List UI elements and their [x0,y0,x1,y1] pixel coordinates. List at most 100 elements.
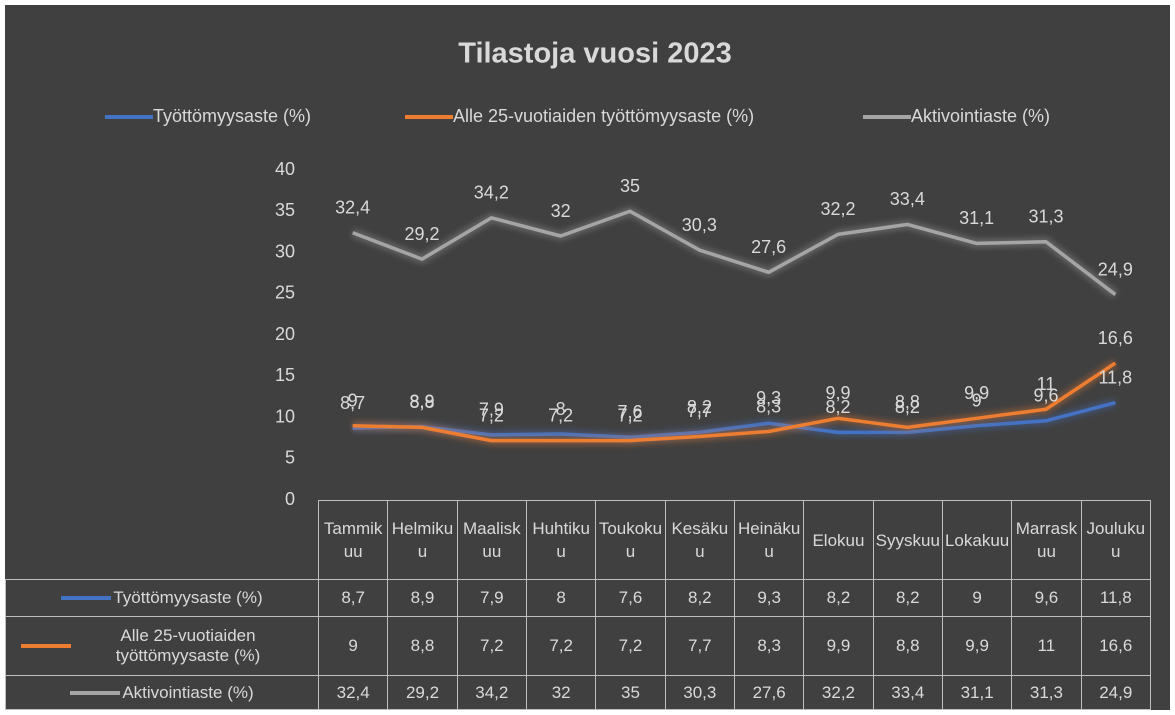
y-tick-label: 40 [275,159,295,179]
table-value: 32,2 [803,675,874,710]
table-value: 16,6 [1080,616,1151,676]
data-label: 8,2 [687,397,712,417]
x-tick-label: Syyskuu [872,500,943,580]
x-tick-label: Joulukuu [1080,500,1151,580]
table-value: 7,2 [456,616,527,676]
table-value: 11 [1011,616,1082,676]
row-header: Aktivointiaste (%) [5,675,319,710]
table-value: 11,8 [1080,579,1151,617]
data-label: 27,6 [751,237,786,257]
row-label: Alle 25-vuotiaiden työttömyysaste (%) [115,626,261,665]
data-label: 9,9 [964,383,989,403]
legend-key [70,690,121,695]
table-value: 34,2 [456,675,527,710]
y-tick-label: 5 [285,448,295,468]
table-value: 24,9 [1080,675,1151,710]
chart-title: Tilastoja vuosi 2023 [458,38,732,70]
data-label: 7,2 [479,405,504,425]
x-tick-label: Marraskuu [1011,500,1082,580]
x-tick-label: Tammikuu [317,500,389,580]
legend-key [61,596,112,601]
data-label: 11 [1037,374,1056,394]
line [352,209,1117,296]
table-value: 8,8 [872,616,943,676]
data-label: 9 [348,391,358,411]
y-tick-label: 10 [275,406,295,426]
data-label: 31,3 [1028,207,1063,227]
table-value: 9,3 [733,579,805,617]
data-label: 35 [620,176,640,196]
data-label: 7,2 [617,405,642,425]
data-label: 8,2 [825,397,850,417]
table-value: 31,3 [1011,675,1082,710]
data-label: 8 [556,399,566,419]
data-label: 8,2 [895,397,920,417]
data-label: 8,7 [340,393,365,413]
table-value: 9,9 [941,616,1013,676]
data-label: 9 [972,391,982,411]
table-value: 8 [525,579,597,617]
data-label: 30,3 [682,215,717,235]
table-value: 30,3 [664,675,735,710]
y-tick-label: 30 [275,241,295,261]
table-value: 8,9 [387,579,458,617]
data-label: 9,3 [756,388,781,408]
row-header: Työttömyysaste (%) [5,579,319,617]
x-tick-label: Helmikuu [387,500,458,580]
x-tick-label: Lokakuu [941,500,1013,580]
data-label: 32,2 [820,199,855,219]
data-label: 8,3 [756,396,781,416]
data-label: 16,6 [1098,328,1133,348]
x-tick-label: Kesäkuu [664,500,735,580]
table-value: 27,6 [733,675,805,710]
table-value: 8,8 [387,616,458,676]
x-tick-label: Toukokuu [595,500,666,580]
y-tick-label: 0 [285,489,295,509]
chart: Tilastoja vuosi 2023 Työttömyysaste (%) A… [5,5,1170,710]
data-label: 8,9 [409,391,434,411]
data-label: 7,2 [548,405,573,425]
table-value: 7,6 [595,579,666,617]
table-value: 32,4 [317,675,389,710]
table-value: 35 [595,675,666,710]
data-label: 11,8 [1098,367,1132,387]
legend-key [21,644,71,648]
data-label: 9,6 [1033,386,1058,406]
table-value: 9 [317,616,389,676]
y-tick-label: 15 [275,365,295,385]
data-table: Tammikuu Helmikuu Maaliskuu Huhtikuu Toukoku… [5,500,1151,710]
y-tick-label: 20 [275,324,295,344]
table-value: 8,2 [872,579,943,617]
plot: Tilastoja vuosi 2023 Työttömyysaste (%) A… [105,38,1133,509]
data-label: 34,2 [474,183,509,203]
table-value: 8,3 [733,616,805,676]
table-value: 8,2 [803,579,874,617]
table-value: 9 [941,579,1013,617]
table-value: 33,4 [872,675,943,710]
data-label: 31,1 [959,208,994,228]
table-value: 7,9 [456,579,527,617]
line [352,400,1116,440]
table-value: 8,2 [664,579,735,617]
x-tick-label: Huhtikuu [525,500,597,580]
table-corner [6,501,319,580]
data-label: 32 [551,201,571,221]
data-label: 29,2 [404,224,439,244]
x-tick-label: Elokuu [803,500,874,580]
table-value: 7,2 [525,616,597,676]
table-value: 7,2 [595,616,666,676]
data-label: 9,9 [825,383,850,403]
legend-label: Aktivointiaste (%) [911,106,1050,126]
line [352,361,1117,443]
data-label: 7,6 [617,402,642,422]
x-tick-label: Maaliskuu [456,500,527,580]
y-tick-label: 35 [275,200,295,220]
data-label: 32,4 [335,197,370,217]
table-value: 31,1 [941,675,1013,710]
table-value: 32 [525,675,597,710]
table-value: 8,7 [317,579,389,617]
x-tick-label: Heinäkuu [733,500,805,580]
table-value: 29,2 [387,675,458,710]
data-label: 8,8 [895,392,920,412]
row-label: Aktivointiaste (%) [122,682,254,702]
